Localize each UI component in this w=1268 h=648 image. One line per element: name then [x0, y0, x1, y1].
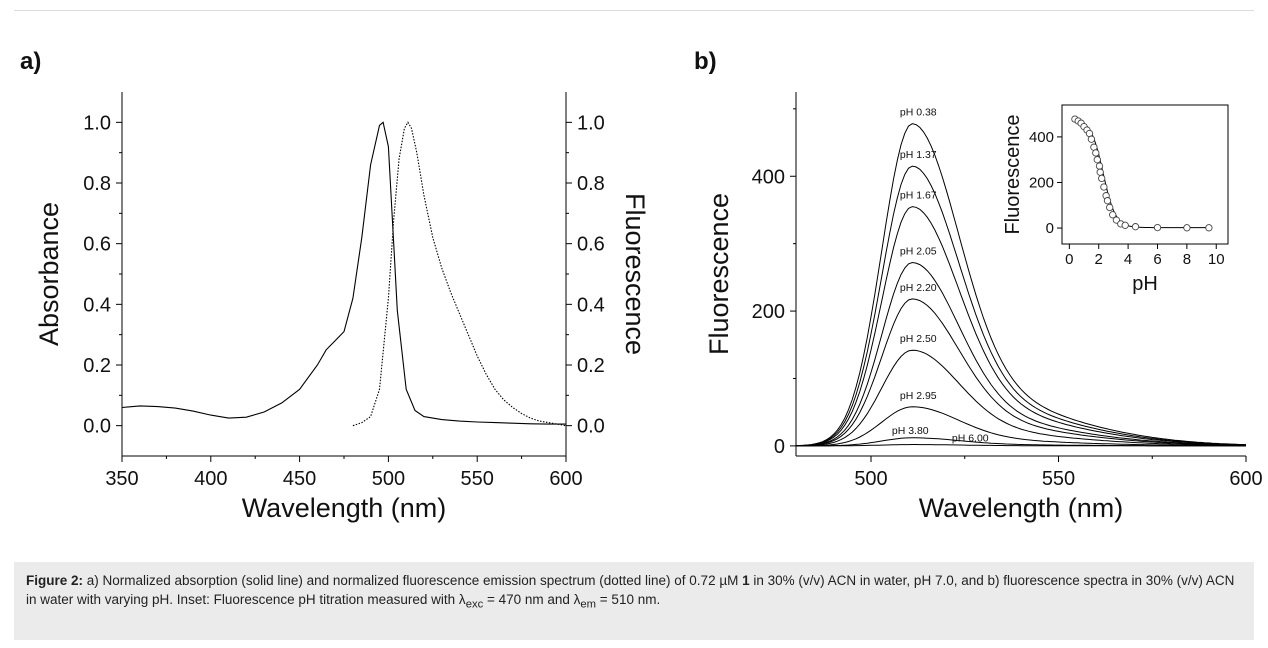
panel-b-series-label: pH 2.20 [900, 282, 937, 294]
caption-label: Figure 2: [26, 573, 84, 588]
inset-data-point [1100, 183, 1108, 191]
panel-b-x-axis-title: Wavelength (nm) [919, 493, 1124, 523]
panel-b-series-label: pH 3.80 [892, 425, 929, 437]
panel-a-x-tick-label: 500 [372, 468, 405, 490]
inset-data-point [1093, 156, 1101, 164]
inset-data-point [1096, 168, 1104, 176]
panel-b-y-tick-label: 0 [774, 436, 785, 458]
panel-a-y-left-tick-label: 0.8 [83, 173, 111, 195]
panel-a-y-right-tick-label: 1.0 [577, 112, 605, 134]
caption-text-1: a) Normalized absorption (solid line) an… [83, 573, 743, 588]
figure-area: a) 350 400 450 500 550 600 0.0 0.2 0.4 0.6 0.8 1.0 0.… [20, 48, 1263, 523]
caption-text-4: = 510 nm. [596, 592, 661, 607]
caption-text-3: = 470 nm and λ [483, 592, 581, 607]
panel-b-spectrum-line [795, 206, 1247, 447]
panel-b-series-label: pH 1.67 [900, 190, 937, 202]
inset-data-point [1103, 197, 1112, 205]
panel-a-y-left-tick-label: 0.4 [83, 294, 111, 316]
panel-b-y-axis-title: Fluorescence [704, 193, 734, 355]
caption-compound: 1 [742, 573, 750, 588]
inset-data-point [1121, 221, 1129, 229]
panel-b-x-tick-label: 600 [1229, 468, 1262, 490]
inset-y-tick-label: 0 [1046, 220, 1054, 237]
panel-b-series-label: pH 0.38 [900, 107, 937, 119]
panel-b-y-tick-label: 200 [752, 301, 785, 323]
panel-a-x-tick-label: 550 [461, 468, 494, 490]
panel-a-label: a) [20, 48, 41, 75]
figure-caption: Figure 2: a) Normalized absorption (soli… [14, 562, 1254, 640]
inset-data-point [1098, 174, 1106, 183]
panel-a-y-right-tick-label: 0.8 [577, 173, 605, 195]
inset-x-tick-label: 10 [1208, 251, 1225, 268]
panel-b-x-tick-label: 550 [1042, 468, 1075, 490]
inset-x-tick-label: 4 [1124, 251, 1132, 268]
inset-y-tick-label: 200 [1029, 174, 1054, 191]
panel-a-y-right-tick-label: 0.6 [577, 234, 605, 256]
inset-y-tick-label: 400 [1029, 129, 1054, 146]
panel-a-x-tick-label: 450 [283, 468, 316, 490]
inset-x-tick-label: 8 [1183, 251, 1191, 268]
panel-a-y-right-tick-label: 0.2 [577, 355, 605, 377]
inset-x-tick-label: 6 [1153, 251, 1161, 268]
panel-b-x-tick-label: 500 [854, 468, 887, 490]
panel-a-absorption-line [121, 121, 566, 425]
panel-b-spectrum-line [795, 261, 1247, 447]
top-rule [14, 10, 1254, 11]
panel-a-y-left-tick-label: 1.0 [83, 112, 111, 134]
panel-a-y-left-axis-title: Absorbance [34, 202, 64, 346]
panel-b-series-label: pH 2.95 [900, 390, 937, 402]
inset-y-axis-title: Fluorescence [1002, 114, 1024, 234]
panel-a-y-right-tick-label: 0.0 [577, 416, 605, 438]
panel-a-x-tick-label: 350 [105, 468, 138, 490]
panel-a-x-tick-label: 600 [549, 468, 582, 490]
inset-x-axis-title: pH [1132, 273, 1158, 295]
panel-a-x-axis-title: Wavelength (nm) [242, 493, 447, 523]
caption-text-2: in 30% (v/v) ACN in water, pH 7.0, and b… [26, 573, 1235, 607]
panel-b-spectrum-line [795, 165, 1247, 447]
inset-data-point [1183, 224, 1191, 232]
panel-b-label: b) [694, 48, 717, 75]
panel-a-y-left-tick-label: 0.0 [83, 416, 111, 438]
inset-x-tick-label: 2 [1095, 251, 1103, 268]
panel-a-x-tick-label: 400 [194, 468, 227, 490]
panel-b-series-label: pH 1.37 [900, 149, 937, 161]
panel-b-series-label: pH 6.00 [952, 433, 989, 445]
inset-data-point [1109, 211, 1117, 219]
panel-b-spectrum-line [795, 406, 1246, 447]
caption-sub-exc: exc [465, 598, 484, 611]
caption-sub-em: em [580, 598, 597, 611]
panel-a-fluorescence-line [352, 121, 567, 427]
inset-data-point [1106, 203, 1114, 212]
panel-b-series-label: pH 2.50 [900, 333, 937, 345]
inset-data-point [1095, 162, 1104, 170]
inset-data-point [1153, 223, 1162, 232]
inset-data-point [1205, 224, 1213, 232]
panel-a-y-right-tick-label: 0.4 [577, 294, 605, 316]
inset-x-tick-label: 0 [1065, 251, 1073, 268]
inset-data-point [1131, 223, 1140, 231]
inset-data-point [1087, 135, 1096, 143]
panel-a-y-left-tick-label: 0.2 [83, 355, 111, 377]
panel-a-y-right-axis-title: Fluorescence [620, 193, 650, 355]
panel-b-spectrum-line [795, 123, 1247, 447]
panel-b-spectrum-line [796, 349, 1246, 447]
panel-b-y-tick-label: 400 [752, 166, 785, 188]
figure-svg: a)350 400 450 500 550 6000.00.20.40.60.81.00.… [20, 48, 1263, 523]
panel-b-spectrum-line [795, 298, 1247, 447]
panel-b-series-label: pH 2.05 [900, 246, 937, 258]
panel-b-spectrum-line [796, 444, 1246, 447]
panel-a-y-left-tick-label: 0.6 [83, 234, 111, 256]
inset-data-point [1092, 149, 1100, 157]
